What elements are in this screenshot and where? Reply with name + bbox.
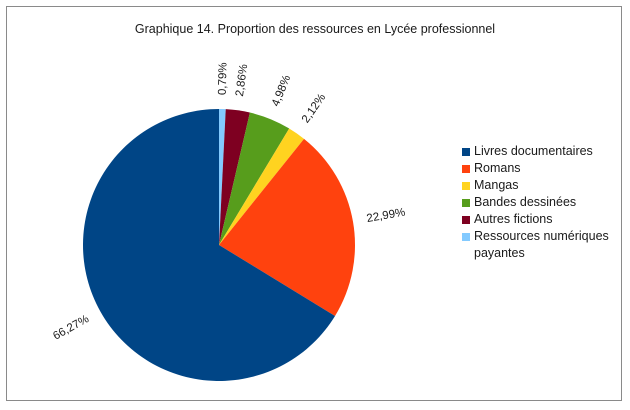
legend-item-bandes-dessinees: Bandes dessinées: [462, 194, 622, 211]
legend-label: Bandes dessinées: [474, 195, 577, 209]
pie-slice-ressources-numeriques-payantes: [219, 109, 226, 245]
legend-swatch: [462, 199, 470, 207]
pie-slice-bandes-dessinees: [219, 112, 290, 245]
pie-slice-autres-fictions: [219, 109, 250, 245]
legend-swatch: [462, 216, 470, 224]
slice-label-livres-documentaires: 66,27%: [51, 313, 91, 343]
slice-label-romans: 22,99%: [366, 207, 407, 226]
slice-label-autres-fictions: 2,86%: [234, 63, 250, 97]
legend-label: Mangas: [474, 178, 519, 192]
legend: Livres documentaires Romans Mangas Bande…: [462, 143, 622, 262]
legend-swatch: [462, 148, 470, 156]
legend-item-autres-fictions: Autres fictions: [462, 211, 622, 228]
legend-swatch: [462, 165, 470, 173]
legend-label: Autres fictions: [474, 212, 553, 226]
pie-slice-livres-documentaires: [82, 109, 336, 381]
legend-item-livres-documentaires: Livres documentaires: [462, 143, 622, 160]
slice-label-mangas: 2,12%: [300, 92, 328, 126]
legend-item-mangas: Mangas: [462, 177, 622, 194]
legend-label: Livres documentaires: [474, 144, 593, 158]
pie-slice-mangas: [219, 128, 305, 245]
legend-swatch: [462, 182, 470, 190]
legend-swatch: [462, 233, 470, 241]
slice-label-ressources-numeriques-payantes: 0,79%: [217, 62, 230, 95]
legend-label: Ressources numériques payantes: [474, 229, 609, 260]
legend-item-romans: Romans: [462, 160, 622, 177]
pie-slice-romans: [219, 138, 355, 316]
slice-label-bandes-dessinees: 4,98%: [270, 74, 293, 109]
legend-item-ressources-numeriques-payantes: Ressources numériques payantes: [462, 228, 622, 262]
chart-title: Graphique 14. Proportion des ressources …: [134, 22, 496, 36]
legend-label: Romans: [474, 161, 521, 175]
